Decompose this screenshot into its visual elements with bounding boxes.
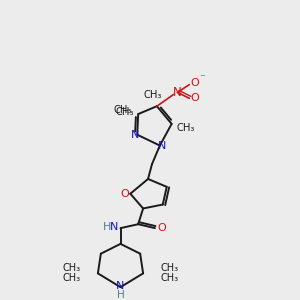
Text: O: O [158, 223, 166, 233]
Text: N: N [158, 140, 166, 151]
Text: CH₃: CH₃ [62, 273, 80, 283]
Text: H: H [103, 222, 111, 232]
Text: CH₃: CH₃ [161, 263, 179, 274]
Text: H: H [117, 290, 124, 300]
Text: O: O [191, 78, 200, 88]
Text: CH₃: CH₃ [115, 107, 134, 117]
Text: CH₃: CH₃ [144, 90, 162, 100]
Text: N: N [110, 222, 118, 232]
Text: N: N [131, 130, 140, 140]
Text: CH₃: CH₃ [113, 105, 132, 115]
Text: ⁻: ⁻ [199, 74, 205, 84]
Text: CH₃: CH₃ [161, 273, 179, 283]
Text: O: O [120, 189, 129, 199]
Text: CH₃: CH₃ [62, 263, 80, 274]
Text: O: O [191, 93, 200, 103]
Text: N: N [116, 281, 125, 291]
Text: N: N [173, 86, 182, 99]
Text: CH₃: CH₃ [176, 123, 195, 133]
